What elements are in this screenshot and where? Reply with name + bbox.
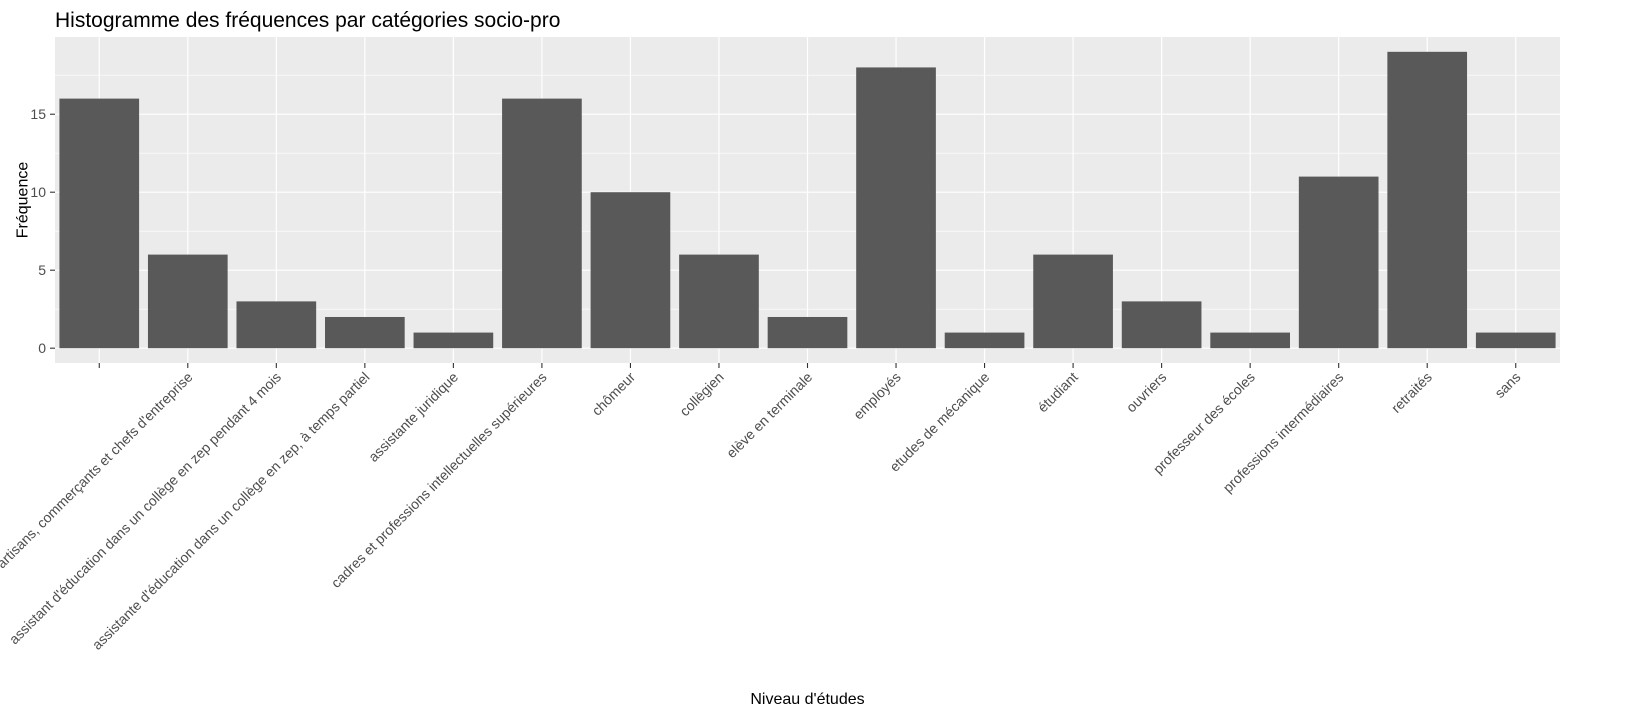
bar: [767, 316, 848, 349]
bars: [59, 51, 1556, 349]
y-tick-label: 0: [38, 340, 46, 356]
bar: [590, 192, 671, 349]
x-tick-label: étudiant: [1034, 369, 1081, 416]
x-tick-label: retraités: [1388, 369, 1435, 416]
y-axis: 0 5 10 15: [30, 106, 55, 356]
bar: [1033, 254, 1113, 349]
y-tick-label: 10: [30, 184, 46, 200]
bar: [1210, 332, 1290, 349]
x-axis-title: Niveau d'études: [750, 691, 864, 708]
x-tick-label: artisans, commerçants et chefs d'entrepr…: [0, 369, 196, 572]
bar: [1475, 332, 1556, 349]
bar: [325, 316, 405, 349]
y-tick-label: 15: [30, 106, 46, 122]
x-tick-label: employés: [850, 369, 904, 423]
bar: [856, 67, 936, 349]
bar: [1387, 51, 1468, 349]
y-axis-title: Fréquence: [15, 162, 32, 239]
x-tick-label: chômeur: [588, 369, 638, 419]
bar: [1298, 176, 1379, 349]
bar: [413, 332, 494, 349]
bar: [1121, 301, 1202, 349]
x-tick-label: assistante juridique: [365, 369, 461, 465]
bar: [59, 98, 140, 349]
bar: [502, 98, 582, 349]
x-tick-label: etudes de mécanique: [886, 369, 992, 475]
bar: [944, 332, 1025, 349]
x-tick-label: ouvriers: [1123, 369, 1170, 416]
bar: [147, 254, 228, 349]
y-tick-label: 5: [38, 262, 46, 278]
bar: [679, 254, 759, 349]
chart-title: Histogramme des fréquences par catégorie…: [55, 9, 560, 32]
bar: [236, 301, 317, 349]
x-tick-label: collègien: [676, 369, 726, 419]
x-tick-label: professeur des écoles: [1150, 369, 1258, 477]
x-tick-label: elève en terminale: [723, 369, 815, 461]
x-axis: artisans, commerçants et chefs d'entrepr…: [0, 363, 1524, 653]
x-tick-label: sans: [1491, 369, 1523, 401]
